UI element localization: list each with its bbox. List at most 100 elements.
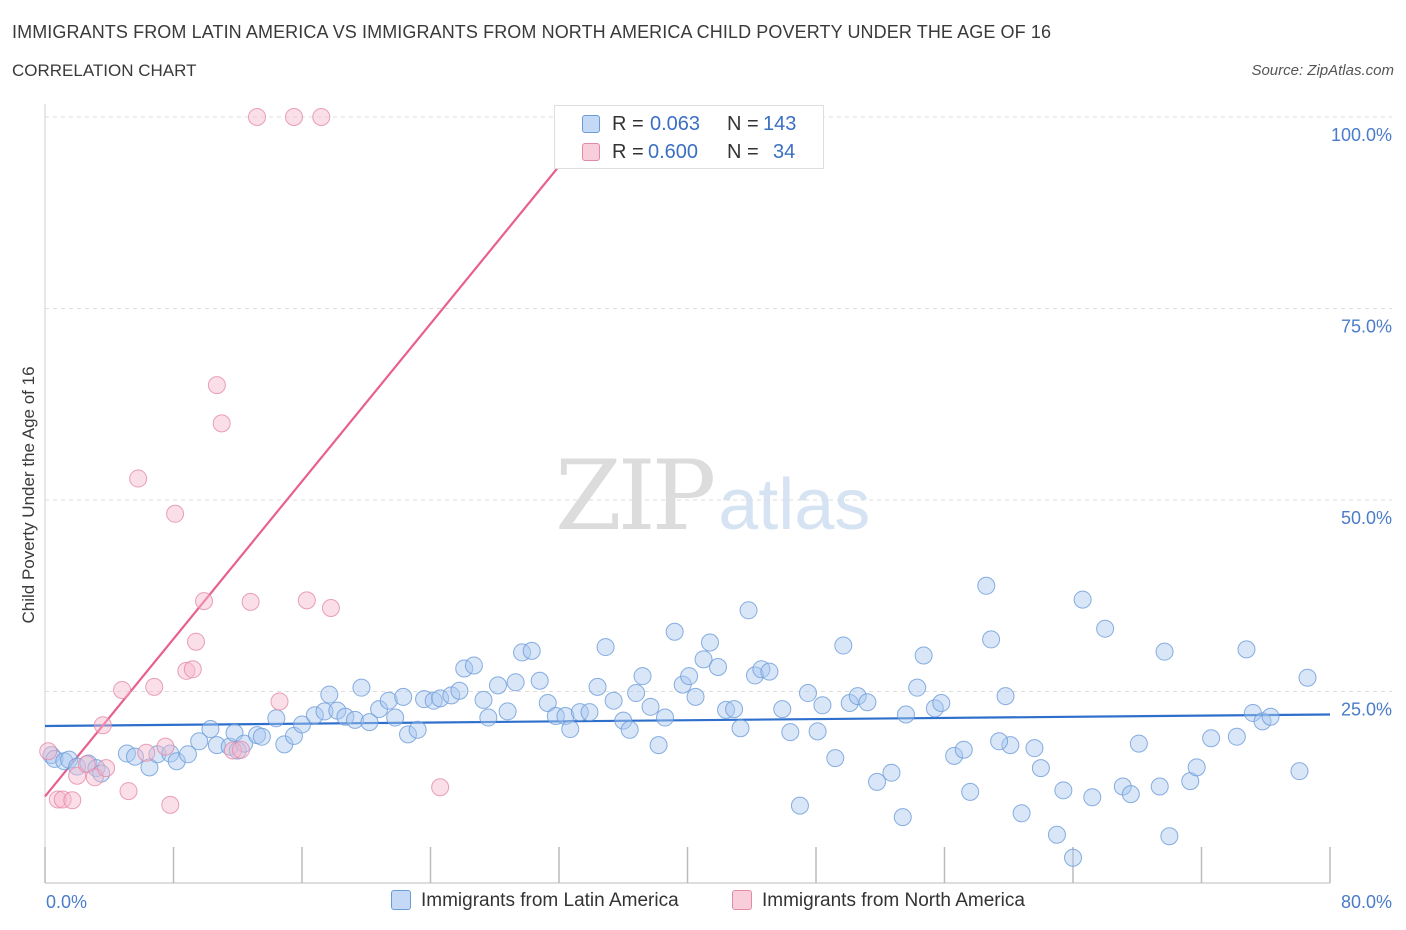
y-tick-label: 75.0%	[1341, 317, 1392, 337]
data-point	[119, 782, 138, 801]
legend-n-label: N =	[727, 141, 759, 163]
data-point	[360, 713, 379, 732]
legend-row-latin-america: R = 0.063 N = 143	[555, 111, 823, 137]
y-axis-label: Child Poverty Under the Age of 16	[19, 366, 38, 623]
data-point	[522, 641, 541, 660]
data-point	[140, 758, 159, 777]
data-point	[680, 667, 699, 686]
data-point	[167, 752, 186, 771]
data-point	[570, 703, 589, 722]
gridlines	[45, 116, 1392, 692]
source-credit: Source: ZipAtlas.com	[1251, 62, 1394, 79]
data-point	[731, 719, 750, 738]
data-point	[725, 700, 744, 719]
y-tick-label: 100.0%	[1331, 125, 1392, 145]
data-point	[39, 742, 58, 761]
data-point	[1129, 734, 1148, 753]
legend-row-north-america: R = 0.600 N = 34	[555, 139, 823, 165]
data-point	[137, 743, 156, 762]
data-point	[1121, 785, 1140, 804]
data-point	[798, 684, 817, 703]
data-point	[1298, 668, 1317, 687]
data-point	[1202, 729, 1221, 748]
data-point	[538, 693, 557, 712]
legend-r-value: 0.600	[648, 141, 699, 163]
data-point	[914, 646, 933, 665]
data-points	[39, 108, 1317, 867]
data-point	[530, 671, 549, 690]
data-point	[1054, 781, 1073, 800]
data-point	[588, 677, 607, 696]
data-point	[315, 702, 334, 721]
data-point	[1025, 739, 1044, 758]
data-point	[826, 749, 845, 768]
data-point	[231, 740, 250, 759]
data-point	[620, 720, 639, 739]
data-point	[161, 795, 180, 814]
data-point	[813, 696, 832, 715]
bottom-legend-latin-america: Immigrants from Latin America	[391, 890, 679, 912]
bottom-legend-swatch-latin-america	[391, 890, 411, 910]
bottom-legend-label: Immigrants from Latin America	[421, 890, 679, 911]
data-point	[97, 759, 116, 778]
data-point	[488, 676, 507, 695]
data-point	[1031, 759, 1050, 778]
correlation-legend: R = 0.063 N = 143 R = 0.600 N = 34	[554, 105, 824, 169]
data-point	[954, 740, 973, 759]
trend-line-latin-america	[44, 713, 1331, 728]
data-point	[321, 599, 340, 618]
data-point	[882, 763, 901, 782]
data-point	[267, 709, 286, 728]
data-point	[580, 703, 599, 722]
data-point	[1096, 619, 1115, 638]
data-point	[145, 677, 164, 696]
legend-r-label: R =	[612, 113, 644, 135]
data-point	[596, 638, 615, 657]
data-point	[773, 700, 792, 719]
x-tick-label: 0.0%	[46, 892, 87, 912]
data-point	[700, 633, 719, 652]
data-point	[506, 673, 525, 692]
bottom-legend-label: Immigrants from North America	[762, 890, 1025, 911]
data-point	[1001, 736, 1020, 755]
data-point	[201, 720, 220, 739]
data-point	[1237, 640, 1256, 659]
data-point	[464, 656, 483, 675]
data-point	[656, 708, 675, 727]
data-point	[1073, 590, 1092, 609]
data-point	[790, 796, 809, 815]
data-point	[183, 660, 202, 679]
data-point	[977, 576, 996, 595]
data-point	[450, 681, 469, 700]
data-point	[379, 691, 398, 710]
y-tick-label: 50.0%	[1341, 508, 1392, 528]
data-point	[1012, 804, 1031, 823]
data-point	[1261, 707, 1280, 726]
data-point	[561, 720, 580, 739]
data-point	[633, 667, 652, 686]
data-point	[513, 643, 532, 662]
legend-swatch-north-america	[582, 143, 600, 161]
series-latin-america	[42, 576, 1317, 867]
data-point	[1160, 827, 1179, 846]
data-point	[908, 678, 927, 697]
data-point	[113, 680, 132, 699]
data-point	[431, 778, 450, 797]
data-point	[346, 710, 365, 729]
data-point	[241, 592, 260, 611]
data-point	[896, 705, 915, 724]
data-point	[1187, 758, 1206, 777]
data-point	[760, 662, 779, 681]
data-point	[87, 759, 106, 778]
data-point	[190, 732, 209, 751]
data-point	[694, 650, 713, 669]
data-point	[207, 376, 226, 395]
data-point	[614, 711, 633, 730]
data-point	[858, 693, 877, 712]
data-point	[665, 622, 684, 641]
data-point	[627, 684, 646, 703]
data-point	[945, 746, 964, 765]
data-point	[641, 697, 660, 716]
bottom-legend-north-america: Immigrants from North America	[732, 890, 1025, 912]
